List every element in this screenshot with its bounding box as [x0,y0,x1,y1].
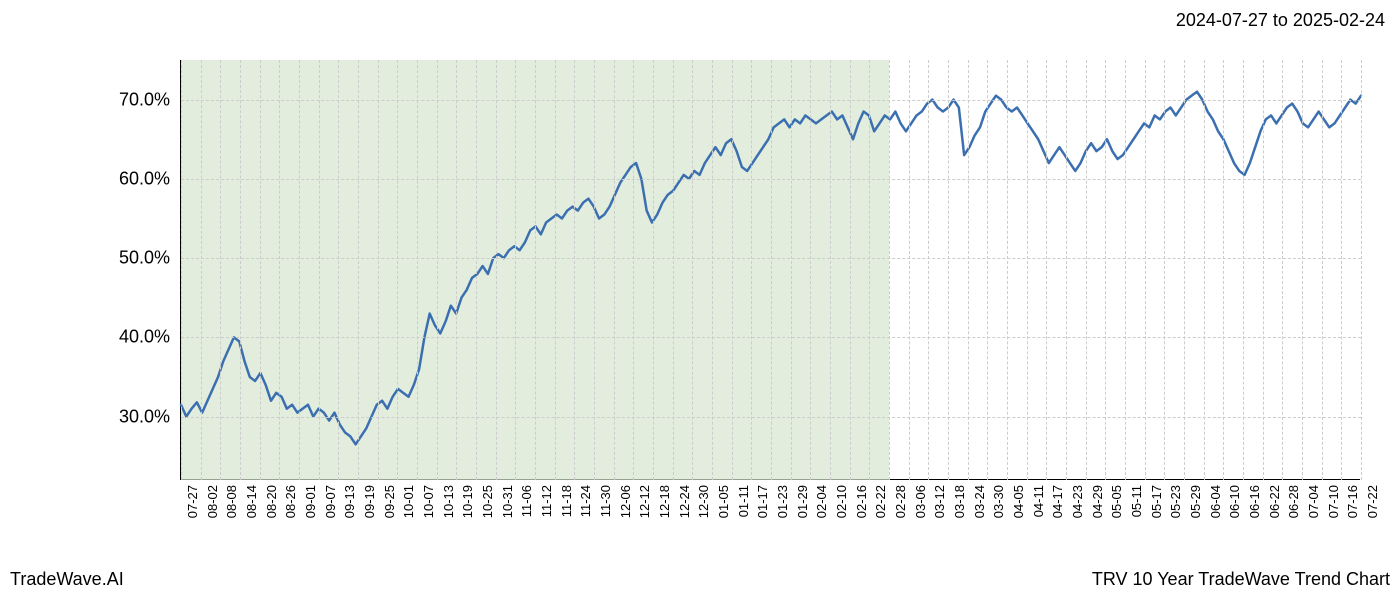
x-tick-label: 08-02 [205,485,220,518]
x-tick-label: 05-29 [1188,485,1203,518]
x-tick-label: 05-11 [1129,485,1144,517]
x-tick-label: 09-13 [342,485,357,518]
y-tick-label: 40.0% [119,327,170,348]
x-tick-label: 03-18 [952,485,967,518]
grid-horizontal [181,100,1361,101]
x-tick-label: 03-24 [972,485,987,518]
x-tick-label: 08-14 [244,485,259,518]
x-tick-label: 10-19 [460,485,475,518]
y-tick-label: 50.0% [119,248,170,269]
date-range-label: 2024-07-27 to 2025-02-24 [1176,10,1385,31]
x-tick-label: 12-24 [677,485,692,518]
grid-horizontal [181,179,1361,180]
x-tick-label: 02-22 [873,485,888,518]
y-tick-label: 70.0% [119,89,170,110]
x-tick-label: 06-28 [1286,485,1301,518]
x-tick-label: 11-06 [519,485,534,517]
x-tick-label: 09-19 [362,485,377,518]
x-tick-label: 07-10 [1326,485,1341,518]
x-tick-label: 04-17 [1050,485,1065,518]
x-tick-label: 12-30 [696,485,711,518]
x-tick-label: 12-18 [657,485,672,518]
x-tick-label: 08-08 [224,485,239,518]
y-tick-label: 60.0% [119,168,170,189]
grid-horizontal [181,258,1361,259]
x-tick-label: 04-11 [1031,485,1046,517]
x-tick-label: 02-10 [834,485,849,518]
grid-horizontal [181,417,1361,418]
x-tick-label: 10-25 [480,485,495,518]
x-tick-label: 12-06 [618,485,633,518]
x-tick-label: 07-16 [1345,485,1360,518]
x-tick-label: 01-29 [795,485,810,518]
grid-vertical [1361,60,1362,480]
x-tick-label: 07-04 [1306,485,1321,518]
x-tick-label: 02-16 [854,485,869,518]
x-tick-label: 10-13 [441,485,456,518]
x-tick-label: 01-11 [736,485,751,517]
chart-container: 07-2708-0208-0808-1408-2008-2609-0109-07… [80,60,1380,480]
x-tick-label: 11-12 [539,485,554,517]
x-tick-label: 06-22 [1267,485,1282,518]
x-tick-label: 08-26 [283,485,298,518]
x-tick-label: 03-06 [913,485,928,518]
x-tick-label: 04-05 [1011,485,1026,518]
x-tick-label: 10-07 [421,485,436,518]
y-tick-label: 30.0% [119,406,170,427]
x-tick-label: 03-12 [932,485,947,518]
x-tick-label: 08-20 [264,485,279,518]
x-tick-label: 03-30 [991,485,1006,518]
x-tick-label: 05-23 [1168,485,1183,518]
x-tick-label: 09-25 [382,485,397,518]
x-tick-label: 02-04 [814,485,829,518]
x-tick-label: 06-04 [1208,485,1223,518]
x-tick-label: 11-24 [578,485,593,517]
x-tick-label: 09-07 [323,485,338,518]
x-tick-label: 06-16 [1247,485,1262,518]
x-tick-label: 05-17 [1149,485,1164,518]
x-tick-label: 01-17 [755,485,770,518]
chart-title: TRV 10 Year TradeWave Trend Chart [1092,569,1390,590]
x-tick-label: 06-10 [1227,485,1242,518]
x-tick-label: 04-23 [1070,485,1085,518]
x-tick-label: 07-22 [1365,485,1380,518]
x-tick-label: 11-30 [598,485,613,517]
x-tick-label: 04-29 [1090,485,1105,518]
grid-horizontal [181,337,1361,338]
x-tick-label: 10-01 [401,485,416,518]
x-tick-label: 10-31 [500,485,515,518]
plot-area: 07-2708-0208-0808-1408-2008-2609-0109-07… [180,60,1360,480]
x-tick-label: 02-28 [893,485,908,518]
x-tick-label: 05-05 [1109,485,1124,518]
x-tick-label: 01-05 [716,485,731,518]
x-tick-label: 11-18 [559,485,574,517]
x-tick-label: 01-23 [775,485,790,518]
brand-label: TradeWave.AI [10,569,124,590]
x-tick-label: 12-12 [637,485,652,518]
x-tick-label: 07-27 [185,485,200,518]
x-tick-label: 09-01 [303,485,318,518]
